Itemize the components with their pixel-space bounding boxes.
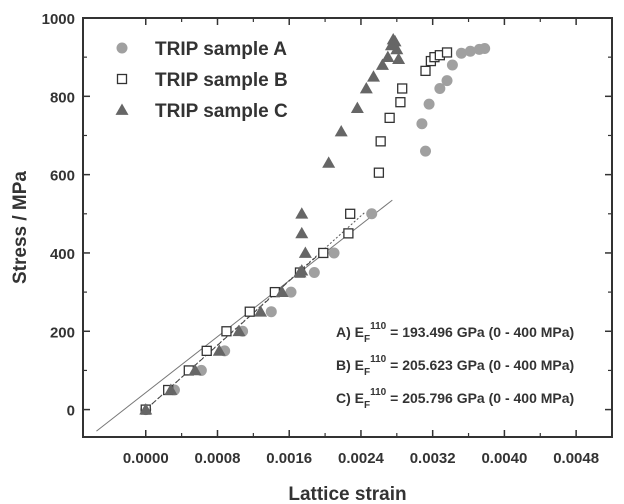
- data-point: [298, 246, 312, 258]
- x-tick-label: 0.0040: [481, 450, 527, 467]
- y-tick-label: 600: [50, 168, 75, 185]
- annotation-prefix: B) E: [336, 357, 364, 373]
- data-point: [164, 383, 178, 395]
- legend-label: TRIP sample C: [155, 101, 288, 122]
- data-point: [446, 59, 458, 71]
- data-point: [232, 324, 246, 337]
- data-point: [384, 112, 395, 124]
- annotation-prefix: C) E: [336, 390, 364, 406]
- y-tick-labels: 0 200 400 600 800 1000: [42, 11, 75, 420]
- data-point: [441, 75, 453, 87]
- data-point: [318, 247, 329, 259]
- y-axis-label: Stress / MPa: [10, 171, 31, 284]
- annotation-value: = 193.496 GPa (0 - 400 MPa): [386, 324, 574, 340]
- annotation-subscript: F: [364, 367, 370, 378]
- modulus-annotations: A) EF110 = 193.496 GPa (0 - 400 MPa)B) E…: [336, 321, 574, 411]
- data-point: [373, 167, 385, 178]
- data-point: [343, 228, 354, 239]
- data-point: [375, 58, 389, 70]
- fit-line: [96, 199, 393, 432]
- legend-marker: [116, 42, 128, 54]
- x-tick-label: 0.0016: [266, 450, 312, 467]
- x-tick-label: 0.0048: [553, 450, 599, 467]
- data-point: [295, 207, 309, 219]
- data-points: [139, 33, 491, 416]
- data-point: [265, 306, 277, 318]
- annotation-superscript: 110: [370, 387, 387, 398]
- x-axis-label: Lattice strain: [288, 484, 406, 504]
- data-point: [366, 208, 378, 220]
- data-point: [345, 208, 356, 219]
- data-point: [308, 267, 320, 279]
- data-point: [375, 136, 386, 147]
- data-point: [381, 50, 395, 63]
- legend: TRIP sample A TRIP sample B TRIP sample C: [115, 39, 288, 122]
- data-point: [350, 101, 364, 113]
- annotation-text: C) EF110 = 205.796 GPa (0 - 400 MPa): [336, 387, 574, 411]
- data-point: [479, 43, 491, 55]
- data-point: [384, 38, 398, 51]
- data-point: [416, 118, 428, 130]
- data-point: [221, 326, 232, 337]
- data-point: [367, 70, 381, 82]
- data-point: [392, 52, 406, 64]
- annotation-subscript: F: [364, 334, 370, 345]
- y-tick-label: 1000: [42, 11, 75, 28]
- data-point: [359, 81, 373, 94]
- annotation-text: B) EF110 = 205.623 GPa (0 - 400 MPa): [336, 354, 574, 378]
- annotation-prefix: A) E: [336, 324, 364, 340]
- data-point: [464, 45, 476, 57]
- y-tick-label: 800: [50, 89, 75, 106]
- y-tick-label: 400: [50, 246, 75, 263]
- data-point: [420, 145, 432, 157]
- data-point: [212, 344, 226, 356]
- data-point: [334, 125, 348, 137]
- data-point: [254, 305, 268, 317]
- data-point: [295, 264, 309, 276]
- data-point: [295, 226, 309, 239]
- data-point: [420, 65, 431, 77]
- plot-frame: [82, 17, 613, 438]
- legend-label: TRIP sample A: [155, 39, 287, 60]
- data-point: [139, 403, 153, 415]
- y-tick-label: 200: [50, 324, 75, 341]
- annotation-superscript: 110: [370, 354, 387, 365]
- annotation-subscript: F: [364, 400, 370, 411]
- y-tick-label: 0: [67, 403, 75, 420]
- data-point: [397, 83, 408, 94]
- data-point: [322, 156, 336, 168]
- x-tick-labels: 0.0000 0.0008 0.0016 0.0024 0.0032 0.0040 0.00…: [123, 450, 599, 467]
- annotation-value: = 205.623 GPa (0 - 400 MPa): [386, 357, 574, 373]
- series-filled-circle: [140, 43, 491, 416]
- annotation-superscript: 110: [370, 321, 387, 332]
- x-tick-label: 0.0032: [410, 450, 456, 467]
- legend-marker: [116, 73, 128, 85]
- series-filled-triangle: [139, 33, 406, 415]
- data-point: [244, 306, 255, 317]
- annotation-text: A) EF110 = 193.496 GPa (0 - 400 MPa): [336, 321, 574, 345]
- data-point: [201, 345, 212, 357]
- annotation-value: = 205.796 GPa (0 - 400 MPa): [386, 390, 574, 406]
- data-point: [395, 97, 406, 108]
- data-point: [455, 47, 467, 59]
- data-point: [188, 363, 202, 376]
- data-point: [434, 82, 446, 94]
- x-tick-label: 0.0000: [123, 450, 169, 467]
- data-point: [441, 47, 453, 58]
- legend-marker: [115, 103, 129, 115]
- data-point: [328, 247, 340, 259]
- x-tick-label: 0.0008: [195, 450, 241, 467]
- x-tick-label: 0.0024: [338, 450, 385, 467]
- data-point: [285, 286, 297, 298]
- data-point: [423, 98, 435, 110]
- data-point: [275, 285, 289, 297]
- legend-label: TRIP sample B: [155, 70, 288, 91]
